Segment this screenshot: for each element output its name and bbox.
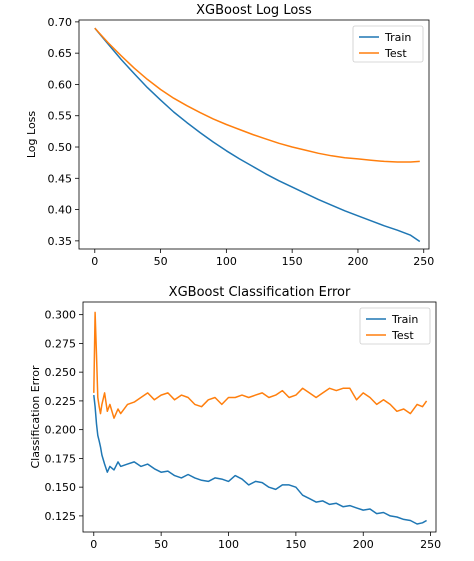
logloss-x-tick-label: 150 xyxy=(282,255,303,268)
classerr-y-tick-label: 0.150 xyxy=(45,481,77,494)
logloss-x-tick-label: 250 xyxy=(413,255,434,268)
classerr-x-tick-label: 50 xyxy=(154,538,168,551)
classerr-x-tick-label: 100 xyxy=(218,538,239,551)
classerr-x-tick-label: 200 xyxy=(353,538,374,551)
logloss-y-tick-label: 0.60 xyxy=(48,78,73,91)
classerr-train-line xyxy=(93,395,427,525)
logloss-y-tick-label: 0.65 xyxy=(48,47,73,60)
logloss-legend: Train Test xyxy=(352,25,424,63)
classerr-x-tick-label: 0 xyxy=(90,538,97,551)
logloss-y-tick-label: 0.70 xyxy=(48,16,73,29)
logloss-x-tick-label: 200 xyxy=(347,255,368,268)
classerr-y-tick-label: 0.125 xyxy=(45,510,77,523)
logloss-y-tick-label: 0.35 xyxy=(48,235,73,248)
classerr-legend: Train Test xyxy=(359,307,431,345)
classification-error-chart: XGBoost Classification Error Classificati… xyxy=(29,285,441,551)
log-loss-chart: XGBoost Log Loss Log Loss 0 50 100 150 200 250 0… xyxy=(25,3,434,268)
classerr-y-tick-label: 0.275 xyxy=(45,337,77,350)
classerr-y-tick-label: 0.200 xyxy=(45,424,77,437)
logloss-test-line xyxy=(94,27,420,163)
classerr-y-tick-label: 0.175 xyxy=(45,452,77,465)
classerr-plot-frame xyxy=(82,301,437,533)
classerr-y-axis-label: Classification Error xyxy=(29,365,42,469)
logloss-x-tick-label: 0 xyxy=(91,255,98,268)
classerr-x-tick-label: 250 xyxy=(420,538,441,551)
logloss-title: XGBoost Log Loss xyxy=(196,3,312,18)
classerr-legend-label-train: Train xyxy=(391,313,418,326)
logloss-y-tick-label: 0.50 xyxy=(48,141,73,154)
classerr-y-tick-label: 0.225 xyxy=(45,395,77,408)
logloss-plot-frame xyxy=(78,19,430,250)
logloss-x-tick-label: 50 xyxy=(154,255,168,268)
logloss-y-axis-label: Log Loss xyxy=(25,111,38,159)
logloss-y-tick-label: 0.45 xyxy=(48,172,73,185)
classerr-x-tick-label: 150 xyxy=(285,538,306,551)
classerr-y-tick-label: 0.300 xyxy=(45,309,77,322)
logloss-train-line xyxy=(94,27,421,243)
logloss-x-tick-label: 100 xyxy=(216,255,237,268)
logloss-legend-label-test: Test xyxy=(384,47,407,60)
logloss-y-tick-label: 0.55 xyxy=(48,110,73,123)
classerr-test-line xyxy=(93,311,428,419)
classerr-legend-label-test: Test xyxy=(391,329,414,342)
logloss-legend-label-train: Train xyxy=(384,31,411,44)
logloss-y-tick-label: 0.40 xyxy=(48,204,73,217)
classerr-title: XGBoost Classification Error xyxy=(169,285,351,300)
classerr-y-tick-label: 0.250 xyxy=(45,366,77,379)
